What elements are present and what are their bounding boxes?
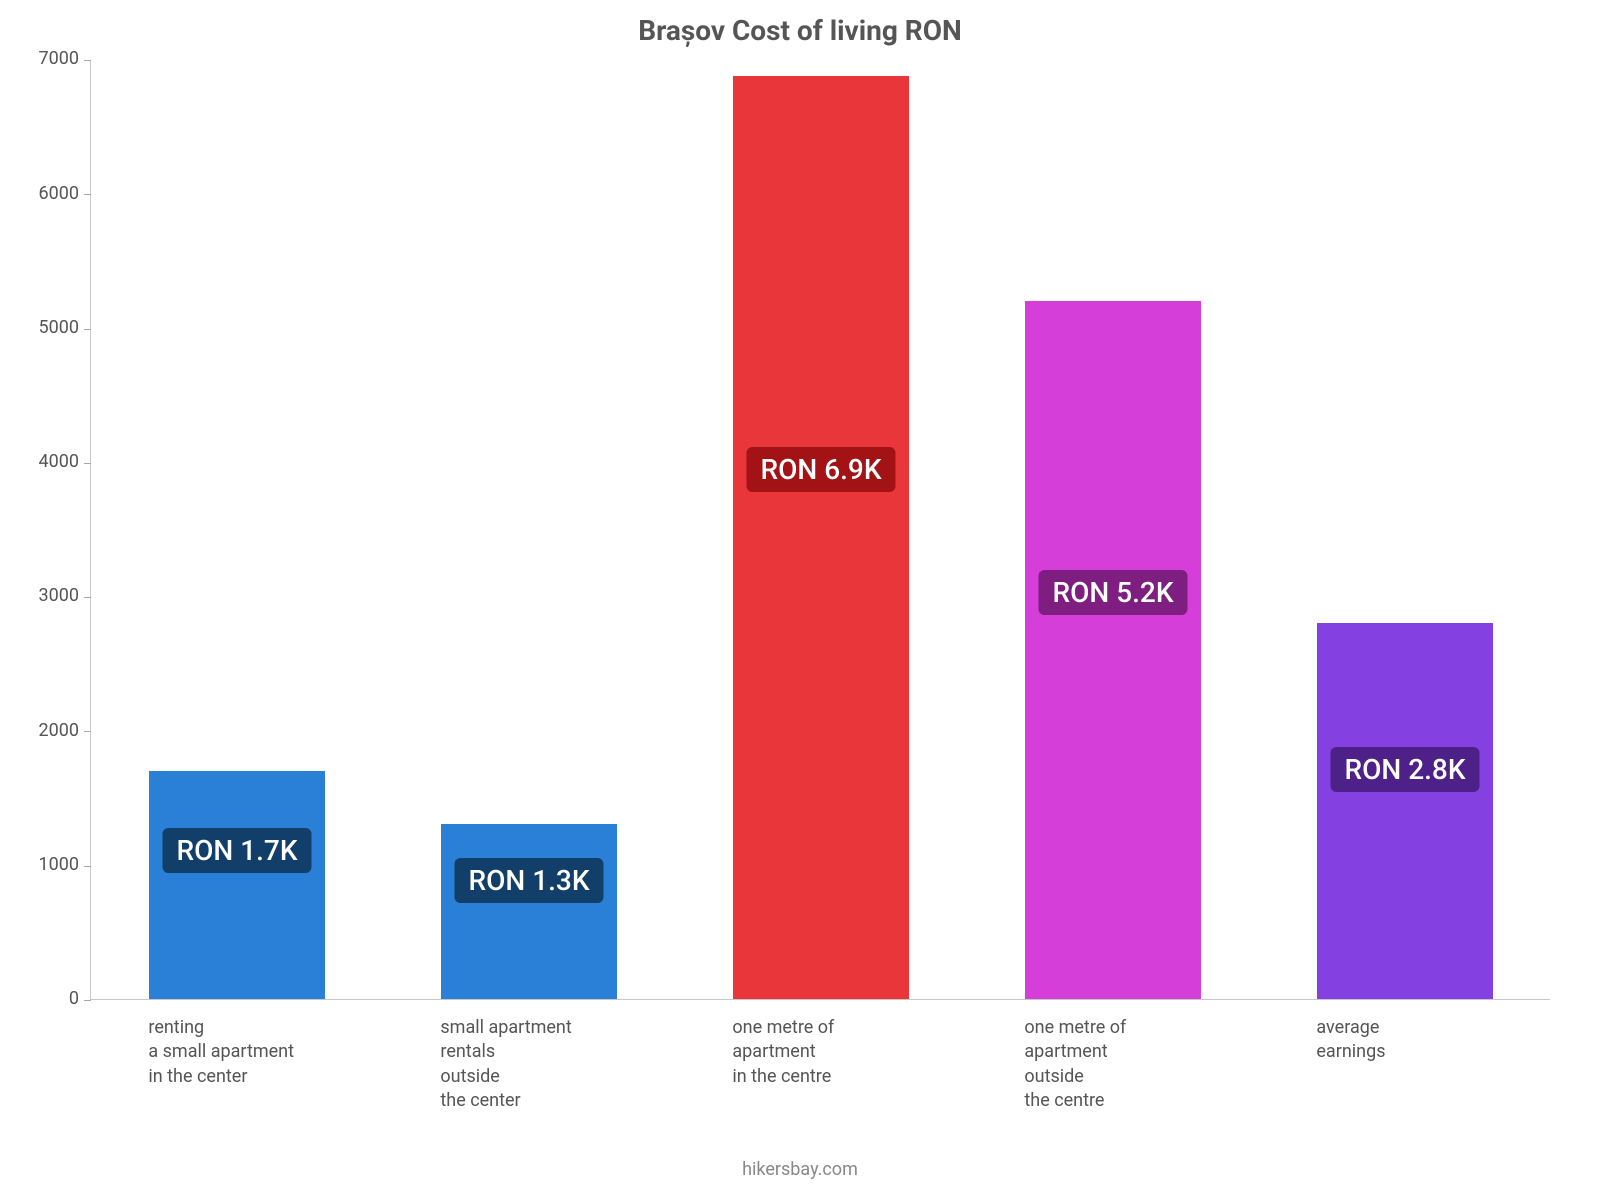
bar <box>733 76 908 999</box>
y-tick-label: 2000 <box>39 720 79 741</box>
y-tickmark <box>84 1000 91 1001</box>
bar <box>1025 301 1200 999</box>
y-tickmark <box>84 463 91 464</box>
y-tickmark <box>84 731 91 732</box>
bar-slot: RON 1.7K <box>91 60 383 999</box>
x-category-label: renting a small apartment in the center <box>148 1016 323 1089</box>
y-tick-label: 6000 <box>39 183 79 204</box>
bar <box>149 771 324 999</box>
chart-title: Brașov Cost of living RON <box>0 14 1600 47</box>
bar-value-badge: RON 2.8K <box>1330 747 1479 792</box>
y-tick-label: 7000 <box>39 48 79 69</box>
y-tick-label: 3000 <box>39 585 79 606</box>
bar-value-badge: RON 1.7K <box>162 828 311 873</box>
cost-of-living-chart: Brașov Cost of living RON RON 1.7KRON 1.… <box>0 0 1600 1200</box>
bar-slot: RON 6.9K <box>675 60 967 999</box>
y-tick-label: 0 <box>69 988 79 1009</box>
x-category-label: one metre of apartment in the centre <box>732 1016 907 1089</box>
y-tick-label: 1000 <box>39 854 79 875</box>
y-tickmark <box>84 329 91 330</box>
y-tickmark <box>84 597 91 598</box>
bar <box>1317 623 1492 999</box>
x-category-label: small apartment rentals outside the cent… <box>440 1016 615 1113</box>
y-tickmark <box>84 194 91 195</box>
x-category-label: one metre of apartment outside the centr… <box>1024 1016 1199 1113</box>
bar-slot: RON 5.2K <box>967 60 1259 999</box>
y-tick-label: 4000 <box>39 451 79 472</box>
y-tick-label: 5000 <box>39 317 79 338</box>
plot-area: RON 1.7K RON 1.3K RON 6.9K RON 5.2K RON 2.8K… <box>90 60 1550 1000</box>
bar-value-badge: RON 6.9K <box>746 447 895 492</box>
bar-slot: RON 1.3K <box>383 60 675 999</box>
bars-layer: RON 1.7K RON 1.3K RON 6.9K RON 5.2K RON 2.8K <box>91 60 1550 999</box>
y-tickmark <box>84 60 91 61</box>
y-tickmark <box>84 866 91 867</box>
bar <box>441 824 616 999</box>
bar-value-badge: RON 1.3K <box>454 858 603 903</box>
chart-footer: hikersbay.com <box>0 1159 1600 1180</box>
bar-value-badge: RON 5.2K <box>1038 570 1187 615</box>
x-category-label: average earnings <box>1316 1016 1491 1065</box>
bar-slot: RON 2.8K <box>1259 60 1551 999</box>
